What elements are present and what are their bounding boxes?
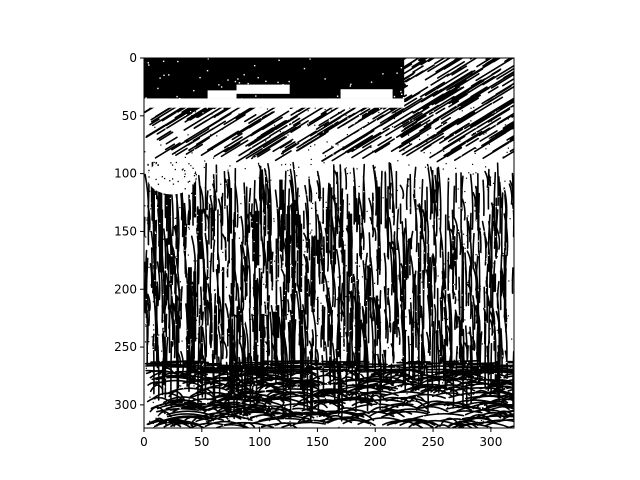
- x-tick-label: 200: [364, 435, 387, 449]
- dark-vertical-bands: [150, 167, 381, 397]
- y-tick-label: 200: [114, 282, 137, 296]
- wavy-strokes: [145, 366, 514, 428]
- x-tick-label: 250: [422, 435, 445, 449]
- x-tick-label: 50: [194, 435, 209, 449]
- block-white-patches: [207, 84, 393, 99]
- x-axis: 0 50 100 150 200 250 300: [140, 428, 502, 449]
- x-tick-label: 100: [248, 435, 271, 449]
- y-axis: 0 50 100 150 200 250 300: [114, 51, 144, 412]
- white-blob-specks: [147, 161, 197, 196]
- speckle-noise: [144, 104, 514, 428]
- y-tick-label: 50: [122, 109, 137, 123]
- x-tick-label: 150: [306, 435, 329, 449]
- y-tick-label: 250: [114, 340, 137, 354]
- y-tick-label: 100: [114, 167, 137, 181]
- y-tick-label: 0: [129, 51, 137, 65]
- binary-image: [144, 58, 514, 428]
- y-tick-label: 300: [114, 398, 137, 412]
- y-tick-label: 150: [114, 224, 137, 238]
- x-tick-label: 0: [140, 435, 148, 449]
- white-band: [144, 98, 405, 108]
- axes-frame: [143, 57, 515, 429]
- white-blob: [147, 159, 197, 195]
- x-tick-label: 300: [479, 435, 502, 449]
